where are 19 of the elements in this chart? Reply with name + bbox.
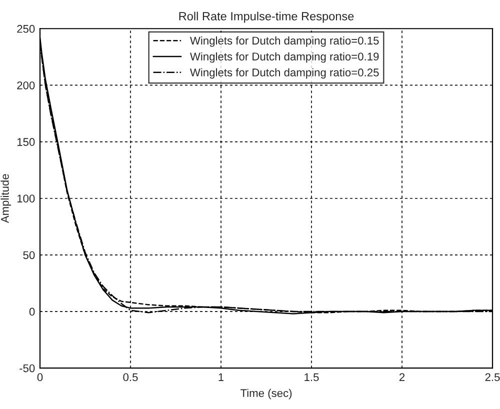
y-axis-title: Amplitude xyxy=(0,174,12,224)
x-tick-label: 1 xyxy=(218,373,224,382)
y-tick-label: 150 xyxy=(17,138,35,146)
legend-label: Winglets for Dutch damping ratio=0.19 xyxy=(190,52,379,63)
x-tick-label: 1.5 xyxy=(304,373,319,382)
y-tick-label: 50 xyxy=(23,251,35,260)
x-tick-label: 0 xyxy=(37,373,43,382)
y-tick-label: 0 xyxy=(29,308,35,316)
chart-title: Roll Rate Impulse-time Response xyxy=(179,12,354,23)
legend-label: Winglets for Dutch damping ratio=0.25 xyxy=(190,68,379,79)
y-tick-label: 200 xyxy=(17,81,35,90)
legend-label: Winglets for Dutch damping ratio=0.15 xyxy=(190,36,379,47)
x-tick-label: 2.5 xyxy=(485,373,500,382)
x-tick-label: 0.5 xyxy=(123,373,138,382)
y-tick-label: 250 xyxy=(17,24,35,33)
y-tick-label: 100 xyxy=(17,194,35,202)
x-tick-label: 2 xyxy=(399,373,405,382)
y-tick-label: -50 xyxy=(20,364,35,372)
x-axis-title: Time (sec) xyxy=(240,388,292,400)
